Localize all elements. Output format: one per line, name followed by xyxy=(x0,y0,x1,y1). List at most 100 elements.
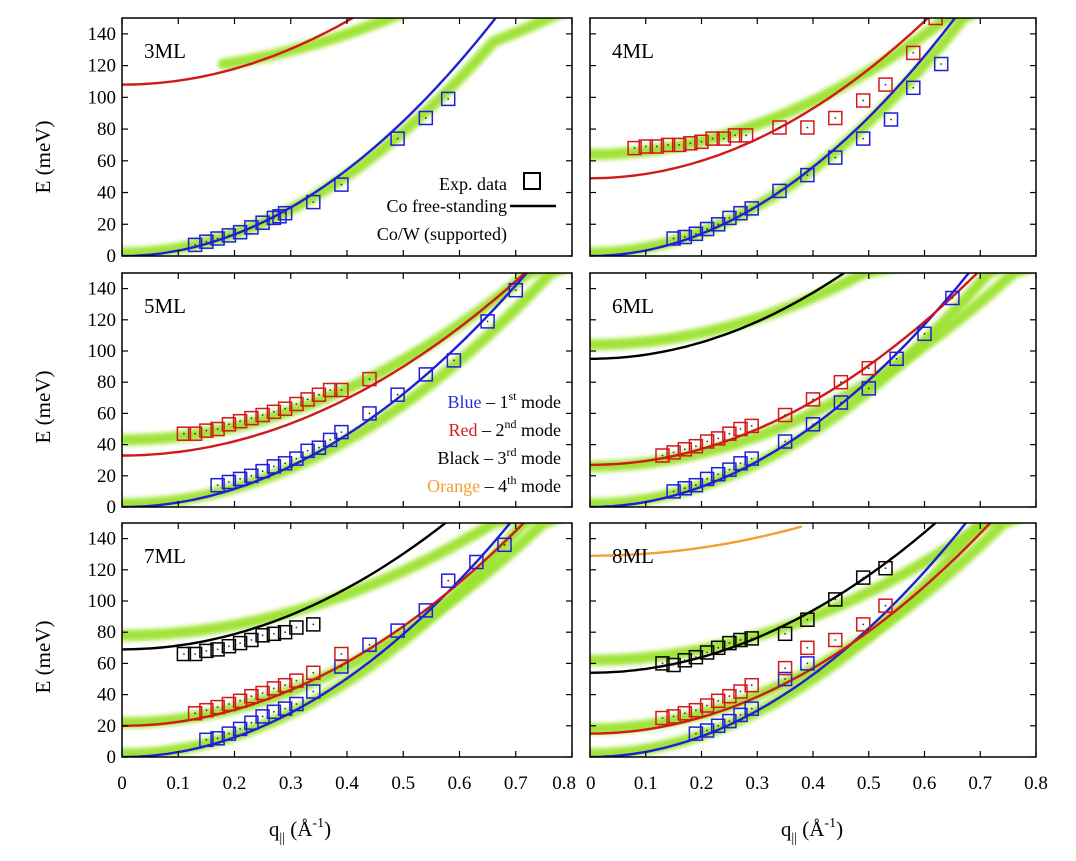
exp-point-blue xyxy=(255,463,270,479)
exp-point-blue xyxy=(833,395,849,410)
panel-label: 7ML xyxy=(144,544,186,568)
exp-point-red xyxy=(800,120,815,135)
panel-label: 3ML xyxy=(144,39,186,63)
supported-band-2 xyxy=(590,523,1008,666)
panel-label: 4ML xyxy=(612,39,654,63)
exp-point-red xyxy=(722,426,737,441)
exp-point-red xyxy=(855,93,871,108)
exp-point-black xyxy=(655,656,670,671)
exp-point-black xyxy=(878,560,893,576)
exp-point-blue xyxy=(883,112,899,127)
y-tick-label: 140 xyxy=(88,24,117,45)
y-tick-label: 60 xyxy=(97,653,116,674)
legend-exp-marker xyxy=(523,172,541,190)
exp-point-red xyxy=(800,640,815,656)
exp-point-black xyxy=(688,649,704,665)
y-tick-label: 120 xyxy=(88,560,117,581)
panel-3ML: 0 20 40 60 80 100 120 140 3ML xyxy=(88,17,573,267)
exp-point-blue xyxy=(777,434,793,449)
exp-point-red xyxy=(688,702,704,718)
y-tick-label: 100 xyxy=(88,591,117,612)
exp-point-black xyxy=(244,632,259,648)
free-line-blue xyxy=(590,523,968,757)
y-tick-label: 20 xyxy=(97,716,116,737)
mode-legend-entry: Blue – 1st mode xyxy=(447,389,561,412)
exp-point-blue xyxy=(861,381,877,396)
exp-point-red xyxy=(744,418,759,434)
exp-point-blue xyxy=(221,726,237,741)
exp-point-red xyxy=(244,410,259,426)
mode-legend: Blue – 1st mode Red – 2nd mode Black – 3rd… xyxy=(427,389,561,496)
x-tick-label: 0 xyxy=(117,773,127,794)
x-tick-label: 0.7 xyxy=(968,773,992,794)
panel-label: 8ML xyxy=(612,544,654,568)
exp-point-blue xyxy=(800,656,815,671)
exp-point-blue xyxy=(855,131,871,146)
exp-point-blue xyxy=(390,131,405,146)
exp-point-black xyxy=(289,620,304,635)
exp-point-red xyxy=(244,688,259,704)
supported-band-1 xyxy=(590,18,968,160)
exp-point-red xyxy=(671,137,687,153)
exp-point-blue xyxy=(362,637,377,652)
x-tick-label: 0.8 xyxy=(552,773,576,794)
exp-point-red xyxy=(777,407,793,423)
exp-point-red xyxy=(176,426,192,441)
exp-point-blue xyxy=(210,231,225,246)
exp-point-red xyxy=(187,706,203,721)
exp-point-blue xyxy=(933,56,949,72)
exp-point-red xyxy=(666,709,681,724)
exp-point-blue xyxy=(334,424,349,440)
exp-point-red xyxy=(777,660,793,676)
exp-point-blue xyxy=(733,205,748,221)
exp-point-blue xyxy=(744,701,759,716)
y-tick-label: 40 xyxy=(97,435,116,456)
exp-point-blue xyxy=(917,326,932,342)
exp-point-red xyxy=(322,382,338,398)
exp-point-blue xyxy=(699,723,715,738)
free-line-red xyxy=(590,523,992,735)
free-line-blue xyxy=(122,18,498,256)
exp-point-red xyxy=(710,431,726,446)
exp-point-blue xyxy=(210,731,225,746)
exp-point-blue xyxy=(446,353,462,368)
exp-point-red xyxy=(255,685,270,701)
supported-band-2 xyxy=(122,523,520,641)
free-line-red xyxy=(590,18,930,180)
exp-point-black xyxy=(666,657,681,673)
exp-point-black xyxy=(777,626,793,642)
exp-point-red xyxy=(705,131,720,146)
x-tick-label: 0.2 xyxy=(690,773,714,794)
exp-point-red xyxy=(289,396,304,412)
free-line-red xyxy=(590,273,979,467)
exp-point-blue xyxy=(221,474,237,490)
y-axis-label-row1: E (meV) xyxy=(31,121,55,194)
exp-point-blue xyxy=(244,220,259,235)
exp-point-black xyxy=(176,646,192,662)
free-line-red xyxy=(122,523,526,727)
exp-point-blue xyxy=(232,224,248,240)
exp-point-red xyxy=(878,598,893,613)
exp-point-blue xyxy=(440,573,456,588)
exp-point-blue xyxy=(277,701,293,716)
y-tick-label: 40 xyxy=(97,183,116,204)
exp-point-red xyxy=(362,371,377,387)
exp-point-red xyxy=(677,706,693,721)
free-line-blue xyxy=(122,273,529,507)
y-tick-label: 0 xyxy=(107,747,117,768)
exp-point-blue xyxy=(266,459,282,474)
panel-7ML: 0 20 40 60 80 100 120 140 0 0.1 0.2 0.3 0.4 0.5 0.6 0.7… xyxy=(88,522,576,794)
exp-point-black xyxy=(306,617,321,632)
exp-point-red xyxy=(266,681,282,696)
exp-point-blue xyxy=(699,471,715,487)
y-tick-label: 140 xyxy=(88,279,117,300)
x-axis-label-right: q|| (Å-1) xyxy=(781,816,843,846)
supported-band-0 xyxy=(590,523,996,757)
exp-point-red xyxy=(306,665,321,681)
free-line-orange xyxy=(590,525,803,557)
exp-point-blue xyxy=(710,718,726,734)
symbol-legend: Exp. data Co free-standing Co/W (support… xyxy=(377,172,556,245)
exp-point-blue xyxy=(277,456,293,471)
x-tick-label: 0.1 xyxy=(166,773,190,794)
